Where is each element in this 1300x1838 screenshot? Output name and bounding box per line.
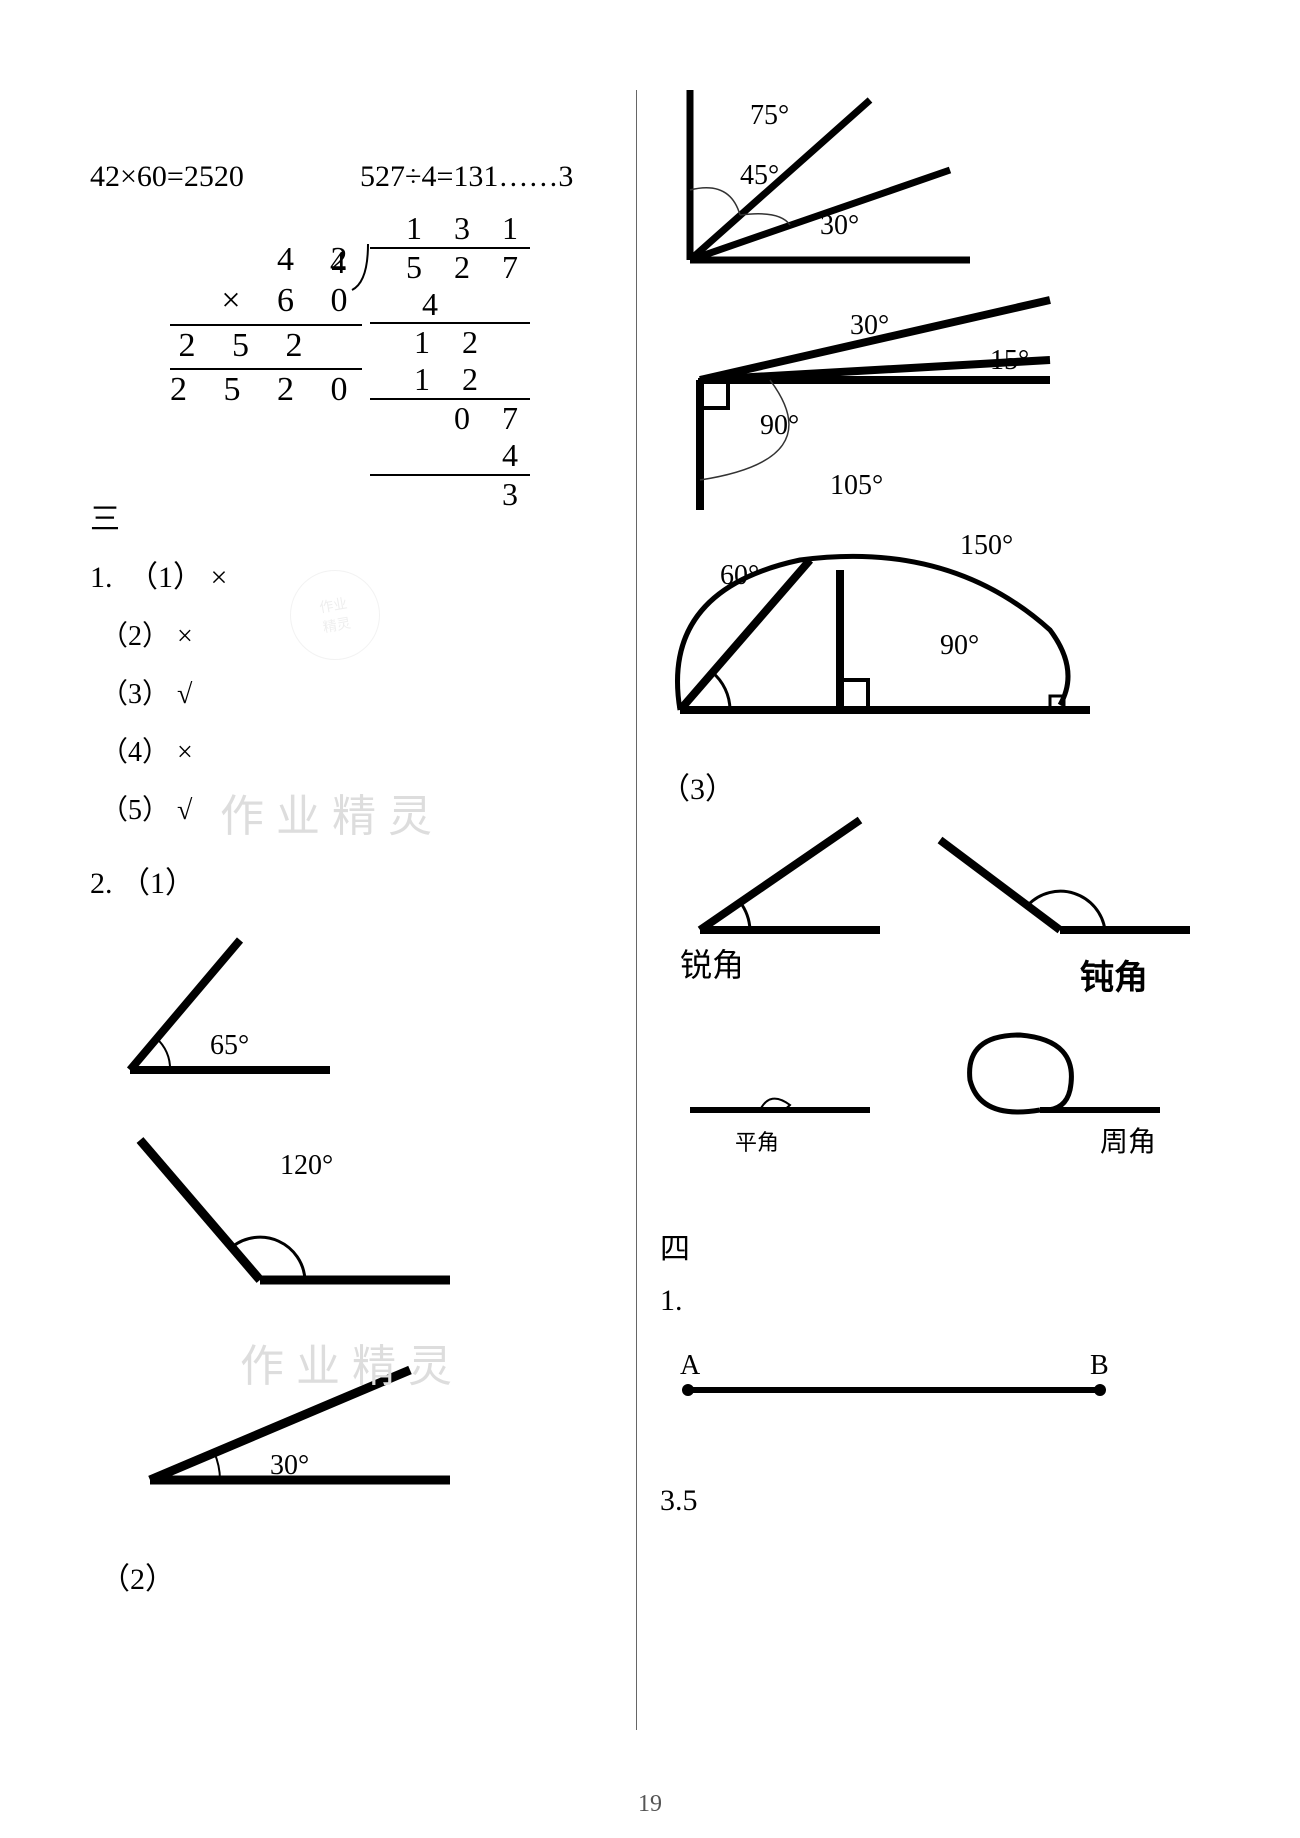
div-remainder: 3 — [370, 474, 530, 513]
div-step-3: 1 2 — [370, 361, 530, 398]
fan-mid-105: 105° — [830, 470, 883, 502]
div-dividend: 5 2 7 — [370, 247, 530, 286]
straight-angle-diagram — [680, 1060, 880, 1140]
question-2-1-label: 2. （1） — [90, 858, 227, 902]
acute-angle-diagram — [680, 800, 900, 950]
q1-a1: （1） × — [128, 561, 227, 594]
obtuse-angle-diagram — [930, 810, 1200, 960]
div-step-2: 1 2 — [370, 322, 530, 361]
worksheet-page: 42×60=2520 527÷4=131……3 4 2 × 6 0 2 5 2 … — [0, 0, 1300, 1838]
angle-120-diagram — [110, 1110, 470, 1310]
page-number: 19 — [0, 1791, 1300, 1818]
division-divisor: 4 — [330, 244, 346, 281]
point-B-label: B — [1090, 1350, 1109, 1382]
fan-bot-90: 90° — [940, 630, 979, 662]
angle-65-label: 65° — [210, 1030, 249, 1062]
obtuse-label: 钝角 — [1080, 950, 1148, 999]
angle-30-diagram — [110, 1350, 470, 1510]
mult-row-4: 2 5 2 0 — [170, 368, 362, 411]
fan-mid-30: 30° — [850, 310, 889, 342]
mult-row-2: × 6 0 — [170, 281, 362, 322]
div-step-5: 4 — [370, 437, 530, 474]
column-divider — [636, 90, 637, 1730]
question-1-label: 1. （1） × — [90, 552, 227, 596]
straight-label: 平角 — [735, 1125, 779, 1157]
angle-65-diagram — [100, 920, 360, 1100]
answer-3-5: 3.5 — [660, 1484, 698, 1518]
section-3-heading: 三 — [90, 494, 227, 538]
question-4-1-label: 1. — [660, 1284, 683, 1318]
div-quotient: 1 3 1 — [370, 210, 530, 247]
fan-mid-90: 90° — [760, 410, 799, 442]
division-working: 4 1 3 1 5 2 7 4 1 2 1 2 0 7 4 3 — [370, 210, 530, 512]
fan-top-45: 45° — [740, 160, 779, 192]
division-bracket-icon — [350, 242, 390, 292]
q1-a5: （5） √ — [100, 788, 227, 828]
point-A-label: A — [680, 1350, 700, 1382]
equation-2: 527÷4=131……3 — [360, 160, 573, 194]
full-label: 周角 — [1100, 1120, 1156, 1160]
equation-1: 42×60=2520 — [90, 160, 244, 194]
fan-bot-60: 60° — [720, 560, 759, 592]
fan-mid-15: 15° — [990, 345, 1029, 377]
question-2-2-label: （2） — [100, 1554, 175, 1598]
fan-bot-150: 150° — [960, 530, 1013, 562]
watermark-stamp-icon: 作业精灵 — [283, 563, 387, 667]
angle-120-label: 120° — [280, 1150, 333, 1182]
mult-row-3: 2 5 2 — [170, 324, 362, 367]
q1-a3: （3） √ — [100, 672, 227, 712]
angle-30-label: 30° — [270, 1450, 309, 1482]
acute-label: 锐角 — [680, 940, 744, 986]
q1-label-text: 1. — [90, 561, 113, 594]
line-segment-AB — [680, 1380, 1110, 1400]
div-step-1: 4 — [370, 286, 530, 323]
div-step-4: 0 7 — [370, 398, 530, 437]
divisor-value: 4 — [330, 244, 346, 280]
watermark-text-1: 作业精灵 — [220, 780, 444, 844]
fan-top-30: 30° — [820, 210, 859, 242]
fan-top-75: 75° — [750, 100, 789, 132]
section-4-heading: 四 — [660, 1224, 690, 1268]
fan-diagram-top — [670, 80, 990, 280]
fan-diagram-bot — [650, 530, 1110, 740]
q1-a4: （4） × — [100, 730, 227, 770]
q1-a2: （2） × — [100, 614, 227, 654]
